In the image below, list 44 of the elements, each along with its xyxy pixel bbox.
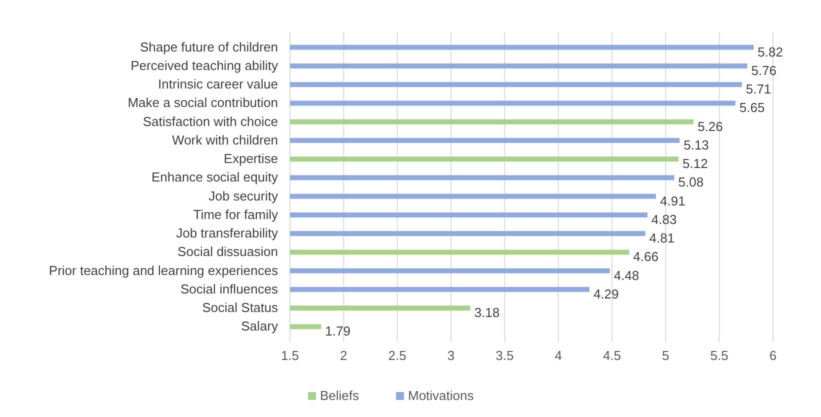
- data-label: 4.83: [651, 212, 677, 227]
- x-tick-label: 4: [554, 348, 562, 363]
- y-tick-label: Time for family: [193, 206, 278, 222]
- data-label: 5.82: [758, 44, 783, 60]
- y-tick-label: Work with children: [172, 132, 278, 148]
- y-tick-label: Job transferability: [176, 226, 278, 241]
- y-tick-label: Shape future of children: [140, 39, 278, 54]
- data-label: 4.66: [633, 249, 658, 264]
- y-tick-label: Social influences: [180, 281, 278, 296]
- y-tick-label: Job security: [208, 188, 278, 204]
- x-tick-label: 5.5: [710, 348, 728, 363]
- data-label: 5.26: [698, 118, 723, 134]
- data-label: 1.79: [325, 324, 350, 339]
- x-tick-label: 4.5: [602, 348, 622, 363]
- y-tick-label: Satisfaction with choice: [142, 114, 278, 129]
- y-tick-label: Enhance social equity: [152, 170, 278, 185]
- data-label: 5.12: [682, 156, 708, 172]
- y-tick-label: Social Status: [202, 300, 278, 316]
- data-label: 5.08: [678, 174, 704, 190]
- data-label: 4.29: [593, 286, 619, 302]
- data-label: 3.18: [474, 305, 500, 320]
- data-label: 5.76: [751, 62, 777, 78]
- data-label: 5.71: [746, 82, 772, 97]
- x-tick-label: 1.5: [280, 348, 300, 363]
- y-tick-label: Intrinsic career value: [158, 76, 278, 92]
- data-label: 5.65: [739, 100, 765, 116]
- data-label: 5.13: [684, 137, 709, 152]
- y-tick-label: Perceived teaching ability: [130, 58, 278, 73]
- x-tick-label: 2: [340, 348, 348, 363]
- data-label: 4.81: [649, 230, 675, 246]
- data-label: 4.91: [660, 193, 686, 208]
- legend-label: Motivations: [408, 388, 474, 403]
- x-tick-label: 5: [662, 348, 670, 363]
- y-tick-label: Social dissuasion: [178, 244, 278, 260]
- y-tick-label: Prior teaching and learning experiences: [48, 262, 278, 278]
- data-label: 4.48: [614, 268, 640, 283]
- y-tick-label: Salary: [241, 318, 278, 334]
- x-tick-label: 3: [447, 348, 455, 363]
- y-tick-label: Expertise: [224, 151, 278, 166]
- y-tick-label: Make a social contribution: [128, 95, 278, 110]
- x-tick-label: 3.5: [496, 348, 514, 363]
- x-tick-label: 2.5: [388, 348, 406, 363]
- legend-label: Beliefs: [320, 388, 360, 403]
- x-tick-label: 6: [769, 348, 777, 363]
